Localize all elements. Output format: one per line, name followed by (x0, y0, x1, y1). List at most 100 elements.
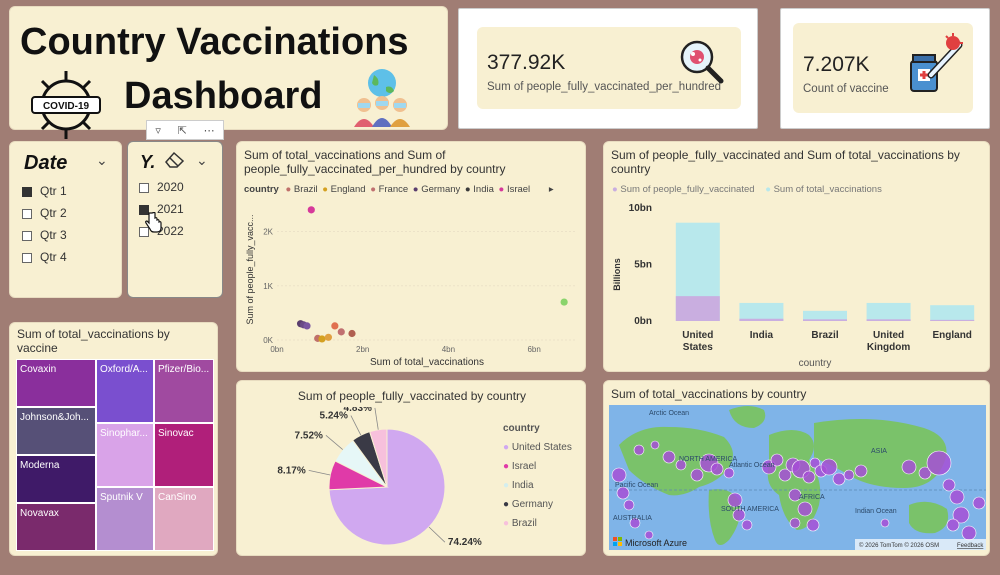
slicer-item-qtr1[interactable]: Qtr 1 (22, 180, 67, 202)
map-bubble[interactable] (809, 457, 821, 469)
map-bubble[interactable] (629, 517, 641, 529)
map-bubble[interactable] (644, 530, 654, 540)
map-bubble[interactable] (690, 468, 704, 482)
map-feedback-link[interactable]: Feedback (957, 543, 984, 549)
map-bubble[interactable] (770, 453, 784, 467)
treemap-tile-oxford[interactable]: Oxford/A... (96, 359, 154, 423)
year-slicer[interactable]: ▿ ⇱ ⋯ Y. ⌄ 2020 2021 2022 (127, 120, 224, 298)
checkbox[interactable] (139, 204, 149, 215)
map-bubble[interactable] (650, 440, 660, 450)
map-bubble[interactable] (723, 467, 735, 479)
treemap-tile-moderna[interactable]: Moderna (16, 455, 96, 503)
treemap-tile-sinopharm[interactable]: Sinophar... (96, 423, 154, 487)
map-bubble[interactable] (946, 518, 960, 532)
scatter-point[interactable] (324, 333, 333, 341)
bar-people-fully-vaccinated[interactable] (739, 318, 784, 321)
legend-item-germany[interactable]: ● Germany (412, 184, 461, 195)
bar-people-fully-vaccinated[interactable] (803, 319, 847, 321)
map-bubble[interactable] (741, 519, 753, 531)
bar-total-vaccinations[interactable] (739, 302, 784, 321)
map-bubble[interactable] (611, 467, 627, 483)
map-bubble[interactable] (854, 464, 868, 478)
checkbox[interactable] (139, 226, 149, 237)
map-bubble[interactable] (806, 518, 820, 532)
map-bubble[interactable] (972, 496, 986, 510)
legend-item-france[interactable]: ● France (370, 184, 409, 195)
map-bubble[interactable] (623, 499, 635, 511)
map-bubble[interactable] (710, 462, 724, 476)
scatter-point[interactable] (331, 322, 339, 330)
legend-item[interactable]: ● Israel (503, 457, 572, 476)
scatter-point[interactable] (348, 329, 356, 338)
world-map[interactable]: Arctic Ocean NORTH AMERICA Pacific Ocean… (609, 405, 986, 550)
scatter-point[interactable] (307, 206, 315, 214)
treemap-tile-sinovac[interactable]: Sinovac (154, 423, 214, 487)
legend-item[interactable]: ● United States (503, 438, 572, 457)
treemap-tile-covaxin[interactable]: Covaxin (16, 359, 96, 407)
map-bubble[interactable] (843, 469, 855, 481)
focus-mode-icon[interactable]: ⇱ (177, 124, 187, 137)
treemap-tile-pfizer[interactable]: Pfizer/Bio... (154, 359, 214, 423)
map-bubble[interactable] (820, 458, 838, 476)
legend-item-brazil[interactable]: ● Brazil (285, 184, 318, 195)
filter-icon[interactable]: ▿ (155, 124, 161, 137)
treemap-tile-johnson[interactable]: Johnson&Joh... (16, 407, 96, 455)
map-bubble[interactable] (961, 525, 977, 541)
bar-total-vaccinations[interactable] (866, 302, 911, 321)
date-slicer[interactable]: Date ⌄ Qtr 1 Qtr 2 Qtr 3 Qtr 4 (9, 141, 122, 298)
chevron-down-icon[interactable]: ⌄ (196, 152, 208, 168)
treemap-tile-novavax[interactable]: Novavax (16, 503, 96, 551)
map-bubble[interactable] (732, 508, 746, 522)
eraser-icon[interactable] (164, 150, 186, 173)
scatter-point[interactable] (337, 328, 345, 336)
slicer-item-2022[interactable]: 2022 (139, 220, 184, 242)
legend-next-arrow[interactable]: ▸ (548, 184, 554, 195)
map-bubble[interactable] (789, 517, 801, 529)
map-bubble[interactable] (926, 450, 952, 476)
map-bubble[interactable] (802, 470, 816, 484)
legend-item-england[interactable]: ● England (322, 184, 366, 195)
more-options-icon[interactable]: ⋯ (203, 124, 215, 137)
map-bubble[interactable] (797, 501, 813, 517)
map-bubble[interactable] (778, 468, 792, 482)
bar-total-vaccinations[interactable] (930, 305, 975, 321)
checkbox[interactable] (22, 252, 32, 263)
slicer-item-2021[interactable]: 2021 (139, 198, 184, 220)
slicer-item-2020[interactable]: 2020 (139, 176, 184, 198)
map-bubble[interactable] (880, 518, 890, 528)
slicer-item-qtr4[interactable]: Qtr 4 (22, 246, 67, 268)
checkbox[interactable] (139, 182, 149, 193)
checkbox[interactable] (22, 186, 32, 197)
scatter-point[interactable] (560, 298, 568, 306)
map-bubble[interactable] (901, 459, 917, 475)
slicer-item-qtr3[interactable]: Qtr 3 (22, 224, 67, 246)
bar-people-fully-vaccinated[interactable] (930, 319, 975, 321)
map-bubble[interactable] (788, 488, 802, 502)
map-bubble[interactable] (832, 472, 846, 486)
checkbox[interactable] (22, 208, 32, 219)
map-bubble[interactable] (942, 478, 956, 492)
chevron-down-icon[interactable]: ⌄ (96, 152, 108, 168)
treemap-tile-cansino[interactable]: CanSino (154, 487, 214, 551)
scatter-point[interactable] (303, 322, 311, 330)
slicer-item-qtr2[interactable]: Qtr 2 (22, 202, 67, 224)
treemap-tile-sputnik[interactable]: Sputnik V (96, 487, 154, 551)
map-bubble[interactable] (727, 492, 743, 508)
map-bubble[interactable] (616, 486, 630, 500)
bar-people-fully-vaccinated[interactable] (675, 296, 720, 321)
map-bubble[interactable] (949, 489, 965, 505)
legend-item-people-fully-vaccinated[interactable]: ● Sum of people_fully_vaccinated (612, 184, 755, 195)
legend-item[interactable]: ● India (503, 476, 572, 495)
bar-total-vaccinations[interactable] (803, 310, 847, 321)
checkbox[interactable] (22, 230, 32, 241)
map-bubble[interactable] (675, 459, 687, 471)
legend-item-israel[interactable]: ● Israel (498, 184, 531, 195)
legend-item[interactable]: ● Brazil (503, 514, 572, 533)
legend-item-india[interactable]: ● India (464, 184, 494, 195)
map-bubble[interactable] (918, 466, 932, 480)
legend-item-total-vaccinations[interactable]: ● Sum of total_vaccinations (765, 184, 882, 195)
legend-item[interactable]: ● Germany (503, 495, 572, 514)
map-bubble[interactable] (633, 444, 645, 456)
map-bubble[interactable] (662, 450, 676, 464)
bar-people-fully-vaccinated[interactable] (866, 319, 911, 321)
